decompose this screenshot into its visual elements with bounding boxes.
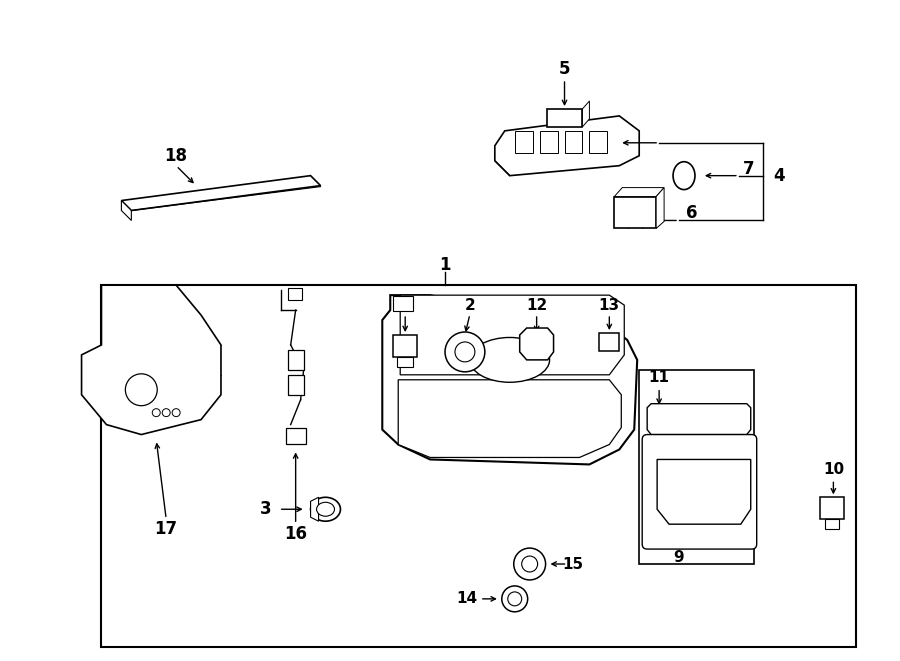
Bar: [599, 333, 619, 351]
Ellipse shape: [673, 162, 695, 190]
Circle shape: [125, 374, 158, 406]
Bar: [288, 288, 302, 300]
Text: 18: 18: [165, 147, 188, 165]
Bar: [285, 428, 306, 444]
Circle shape: [502, 586, 527, 612]
Polygon shape: [310, 497, 319, 521]
Bar: [615, 196, 656, 229]
Circle shape: [514, 548, 545, 580]
Circle shape: [508, 592, 522, 606]
Bar: [393, 296, 413, 311]
Bar: [590, 131, 608, 153]
Ellipse shape: [310, 497, 340, 521]
Ellipse shape: [470, 338, 550, 382]
Text: 11: 11: [649, 370, 670, 385]
Text: 15: 15: [562, 557, 583, 572]
Polygon shape: [122, 176, 320, 210]
Bar: [540, 131, 557, 153]
Polygon shape: [122, 200, 131, 221]
Text: 14: 14: [456, 592, 478, 606]
Bar: [397, 357, 413, 367]
Polygon shape: [398, 380, 621, 457]
Text: 17: 17: [155, 520, 178, 538]
Text: 10: 10: [823, 462, 844, 477]
Polygon shape: [400, 295, 625, 375]
Bar: [102, 285, 856, 646]
Polygon shape: [647, 404, 751, 434]
Text: 7: 7: [742, 160, 754, 178]
Polygon shape: [495, 116, 639, 176]
Circle shape: [445, 332, 485, 372]
Bar: [825, 519, 840, 529]
Circle shape: [455, 342, 475, 362]
Bar: [288, 350, 303, 370]
Bar: [546, 109, 582, 127]
Text: 1: 1: [439, 256, 451, 274]
Bar: [564, 131, 582, 153]
Polygon shape: [656, 188, 664, 229]
Circle shape: [152, 408, 160, 416]
Bar: [393, 335, 417, 357]
Bar: [821, 497, 844, 519]
Text: 16: 16: [284, 525, 307, 543]
Text: 9: 9: [674, 549, 684, 564]
Polygon shape: [82, 285, 221, 434]
Text: 4: 4: [773, 167, 785, 184]
Circle shape: [172, 408, 180, 416]
Polygon shape: [657, 459, 751, 524]
Text: 12: 12: [526, 297, 547, 313]
Polygon shape: [582, 101, 590, 127]
Bar: [515, 131, 533, 153]
Text: 3: 3: [260, 500, 272, 518]
Bar: [288, 375, 303, 395]
Bar: [639, 370, 753, 564]
Text: 2: 2: [464, 297, 475, 313]
FancyBboxPatch shape: [643, 434, 757, 549]
Polygon shape: [382, 295, 637, 465]
Circle shape: [522, 556, 537, 572]
Circle shape: [162, 408, 170, 416]
Ellipse shape: [317, 502, 335, 516]
Text: 13: 13: [598, 297, 620, 313]
Text: 6: 6: [686, 204, 698, 223]
Text: 5: 5: [559, 60, 571, 78]
Polygon shape: [615, 188, 664, 196]
Polygon shape: [519, 328, 554, 360]
Text: 8: 8: [400, 297, 410, 313]
